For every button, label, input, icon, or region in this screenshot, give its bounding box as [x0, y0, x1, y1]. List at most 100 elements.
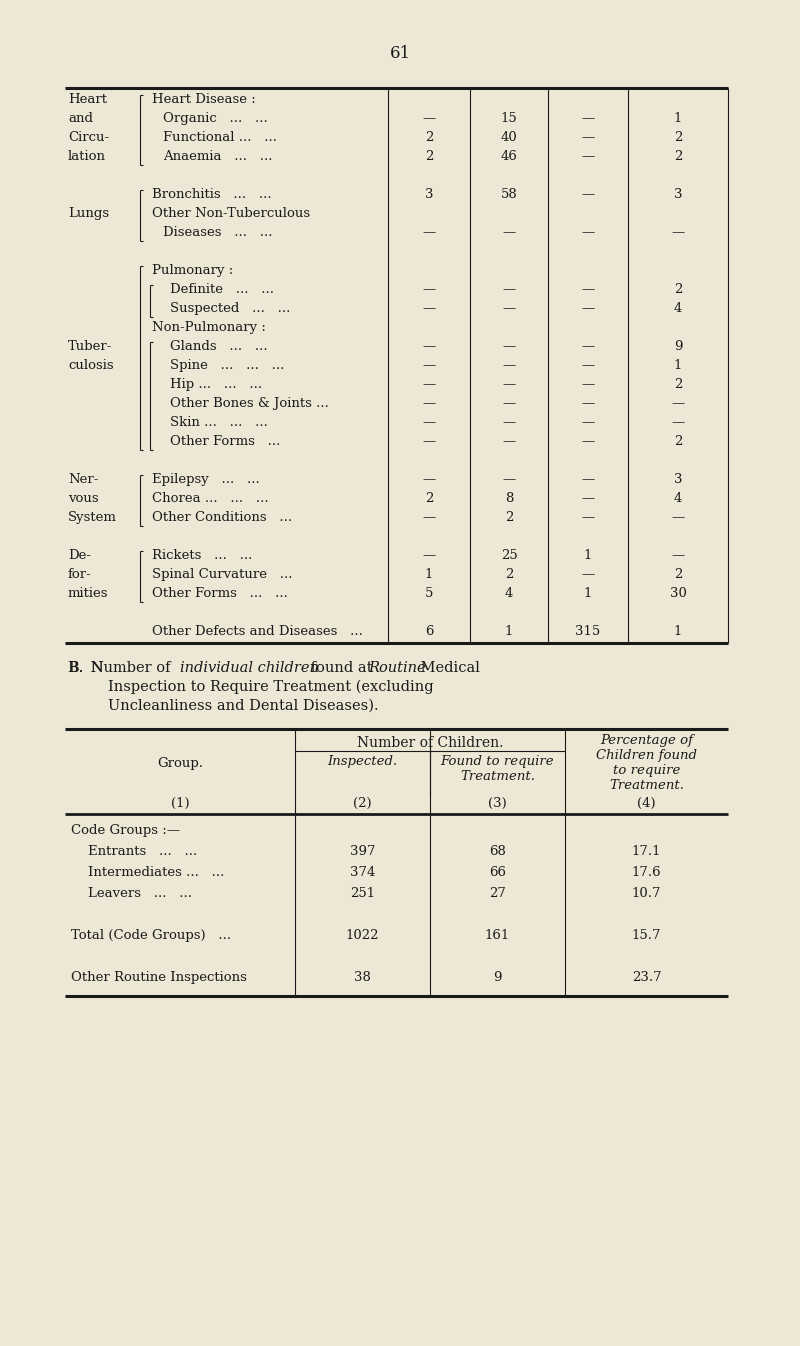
Text: Spine   ...   ...   ...: Spine ... ... ...	[170, 359, 284, 371]
Text: —: —	[582, 302, 594, 315]
Text: Uncleanliness and Dental Diseases).: Uncleanliness and Dental Diseases).	[108, 699, 378, 713]
Text: —: —	[582, 378, 594, 390]
Text: 23.7: 23.7	[632, 970, 662, 984]
Text: —: —	[422, 511, 436, 524]
Text: 17.1: 17.1	[632, 845, 662, 857]
Text: Code Groups :—: Code Groups :—	[71, 824, 180, 837]
Text: (1): (1)	[170, 797, 190, 810]
Text: individual children: individual children	[180, 661, 319, 674]
Text: Functional ...   ...: Functional ... ...	[163, 131, 277, 144]
Text: 2: 2	[674, 149, 682, 163]
Text: Organic   ...   ...: Organic ... ...	[163, 112, 268, 125]
Text: Hip ...   ...   ...: Hip ... ... ...	[170, 378, 262, 390]
Text: —: —	[422, 302, 436, 315]
Text: N: N	[90, 661, 103, 674]
Text: 40: 40	[501, 131, 518, 144]
Text: Other Forms   ...   ...: Other Forms ... ...	[152, 587, 288, 600]
Text: (2): (2)	[353, 797, 372, 810]
Text: Heart: Heart	[68, 93, 107, 106]
Text: Definite   ...   ...: Definite ... ...	[170, 283, 274, 296]
Text: Non-Pulmonary :: Non-Pulmonary :	[152, 320, 266, 334]
Text: Number of Children.: Number of Children.	[357, 736, 503, 750]
Text: —: —	[422, 283, 436, 296]
Text: 2: 2	[425, 493, 433, 505]
Text: —: —	[671, 549, 685, 563]
Text: —: —	[582, 568, 594, 581]
Text: Leavers   ...   ...: Leavers ... ...	[71, 887, 192, 900]
Text: 27: 27	[489, 887, 506, 900]
Text: 3: 3	[425, 188, 434, 201]
Text: Spinal Curvature   ...: Spinal Curvature ...	[152, 568, 293, 581]
Text: Other Routine Inspections: Other Routine Inspections	[71, 970, 247, 984]
Text: Other Non-Tuberculous: Other Non-Tuberculous	[152, 207, 310, 219]
Text: Skin ...   ...   ...: Skin ... ... ...	[170, 416, 268, 429]
Text: 2: 2	[425, 131, 433, 144]
Text: —: —	[502, 302, 516, 315]
Text: 38: 38	[354, 970, 371, 984]
Text: —: —	[422, 397, 436, 411]
Text: —: —	[582, 359, 594, 371]
Text: —: —	[582, 283, 594, 296]
Text: Circu-: Circu-	[68, 131, 109, 144]
Text: (4): (4)	[637, 797, 656, 810]
Text: 6: 6	[425, 625, 434, 638]
Text: De-: De-	[68, 549, 91, 563]
Text: 17.6: 17.6	[632, 865, 662, 879]
Text: —: —	[582, 131, 594, 144]
Text: —: —	[502, 226, 516, 240]
Text: 1: 1	[584, 587, 592, 600]
Text: Inspected.: Inspected.	[327, 755, 398, 769]
Text: Tuber-: Tuber-	[68, 341, 112, 353]
Text: 8: 8	[505, 493, 513, 505]
Text: —: —	[422, 226, 436, 240]
Text: 58: 58	[501, 188, 518, 201]
Text: 374: 374	[350, 865, 375, 879]
Text: vous: vous	[68, 493, 98, 505]
Text: 4: 4	[505, 587, 513, 600]
Text: —: —	[671, 511, 685, 524]
Text: Anaemia   ...   ...: Anaemia ... ...	[163, 149, 273, 163]
Text: 1: 1	[505, 625, 513, 638]
Text: 1: 1	[584, 549, 592, 563]
Text: Percentage of
Children found
to require
Treatment.: Percentage of Children found to require …	[596, 734, 697, 791]
Text: 4: 4	[674, 493, 682, 505]
Text: 4: 4	[674, 302, 682, 315]
Text: 1022: 1022	[346, 929, 379, 942]
Text: Found to require
Treatment.: Found to require Treatment.	[441, 755, 554, 783]
Text: 251: 251	[350, 887, 375, 900]
Text: 3: 3	[674, 188, 682, 201]
Text: Medical: Medical	[416, 661, 480, 674]
Text: Suspected   ...   ...: Suspected ... ...	[170, 302, 290, 315]
Text: 3: 3	[674, 472, 682, 486]
Text: (3): (3)	[488, 797, 507, 810]
Text: lation: lation	[68, 149, 106, 163]
Text: 66: 66	[489, 865, 506, 879]
Text: Entrants   ...   ...: Entrants ... ...	[71, 845, 198, 857]
Text: Diseases   ...   ...: Diseases ... ...	[163, 226, 273, 240]
Text: Group.: Group.	[157, 756, 203, 770]
Text: and: and	[68, 112, 93, 125]
Text: —: —	[422, 359, 436, 371]
Text: 1: 1	[674, 359, 682, 371]
Text: —: —	[671, 397, 685, 411]
Text: B. Number of: B. Number of	[68, 661, 175, 674]
Text: 1: 1	[674, 112, 682, 125]
Text: 1: 1	[674, 625, 682, 638]
Text: 30: 30	[670, 587, 686, 600]
Text: 15: 15	[501, 112, 518, 125]
Text: Heart Disease :: Heart Disease :	[152, 93, 256, 106]
Text: 61: 61	[390, 44, 410, 62]
Text: —: —	[422, 472, 436, 486]
Text: Bronchitis   ...   ...: Bronchitis ... ...	[152, 188, 272, 201]
Text: B.: B.	[68, 661, 83, 674]
Text: —: —	[422, 435, 436, 448]
Text: —: —	[582, 149, 594, 163]
Text: —: —	[422, 549, 436, 563]
Text: Epilepsy   ...   ...: Epilepsy ... ...	[152, 472, 260, 486]
Text: 2: 2	[505, 511, 513, 524]
Text: Total (Code Groups)   ...: Total (Code Groups) ...	[71, 929, 231, 942]
Text: 9: 9	[494, 970, 502, 984]
Text: 9: 9	[674, 341, 682, 353]
Text: Intermediates ...   ...: Intermediates ... ...	[71, 865, 224, 879]
Text: —: —	[582, 226, 594, 240]
